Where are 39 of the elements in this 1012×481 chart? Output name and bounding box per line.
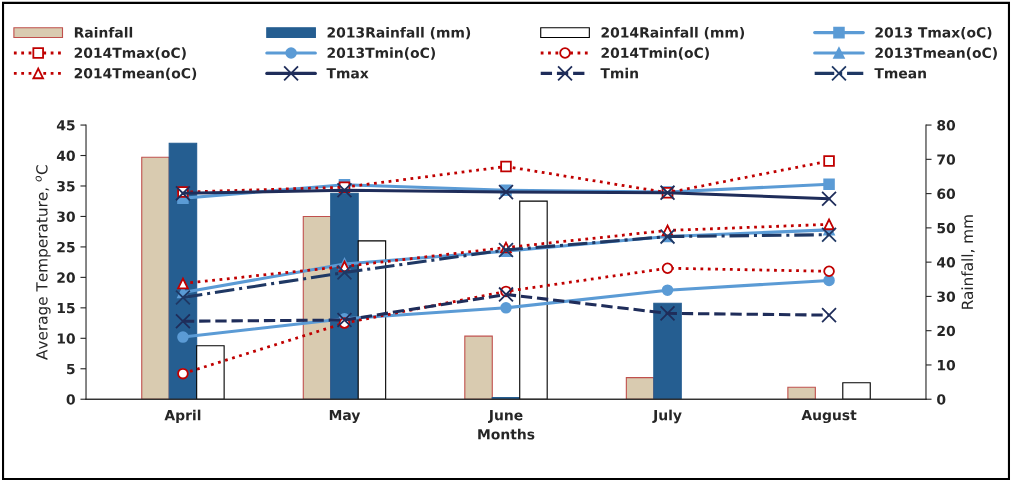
legend-label: Tmax [326, 68, 369, 79]
x-tick-label: June [488, 410, 523, 423]
y-tick-label: 35 [57, 180, 75, 192]
y-tick-label: 20 [57, 272, 75, 283]
y-axis-title: Average Temperature, $^{o}$C [35, 165, 51, 360]
x-tick-label: August [801, 409, 857, 424]
y-tick-label: 30 [57, 211, 75, 222]
x-tick-label: April [164, 409, 201, 424]
legend-label: Tmin [600, 67, 638, 79]
y2-tick-label: 40 [937, 257, 956, 268]
y-tick-label: 5 [67, 363, 75, 375]
x-tick-label: May [329, 409, 361, 424]
legend-label: 2014Tmax(oC) [74, 47, 186, 60]
y2-tick-label: 70 [937, 154, 956, 165]
y2-tick-label: 60 [937, 188, 956, 200]
y-tick-label: 45 [56, 120, 75, 131]
y-tick-label: 0 [66, 394, 75, 405]
y2-tick-label: 10 [937, 359, 956, 371]
x-tick-label: July [652, 409, 682, 424]
legend-label: 2014Tmean(oC) [74, 67, 197, 81]
y2-tick-label: 20 [937, 325, 956, 337]
y-tick-label: 40 [56, 150, 75, 161]
y2-tick-label: 80 [937, 120, 956, 131]
legend-label: Rainfall [74, 26, 133, 38]
y-tick-label: 10 [57, 333, 75, 344]
y2-tick-label: 50 [937, 222, 956, 234]
legend-label: 2013Rainfall (mm) [327, 26, 471, 40]
y2-axis-title: Rainfall, mm [961, 215, 975, 309]
legend-label: 2014Tmin(oC) [601, 47, 709, 60]
legend-label: Tmean [874, 68, 926, 79]
legend-label: 2014Rainfall (mm) [601, 26, 745, 40]
legend-label: 2013 Tmax(oC) [875, 26, 992, 40]
legend-label: 2013Tmin(oC) [327, 47, 435, 60]
y-tick-label: 25 [57, 241, 75, 253]
y-tick-label: 15 [57, 302, 75, 314]
x-axis-title: Months [478, 428, 535, 440]
legend-label: 2013Tmean(oC) [875, 47, 997, 60]
y2-tick-label: 0 [937, 394, 946, 405]
y2-tick-label: 30 [937, 291, 956, 302]
